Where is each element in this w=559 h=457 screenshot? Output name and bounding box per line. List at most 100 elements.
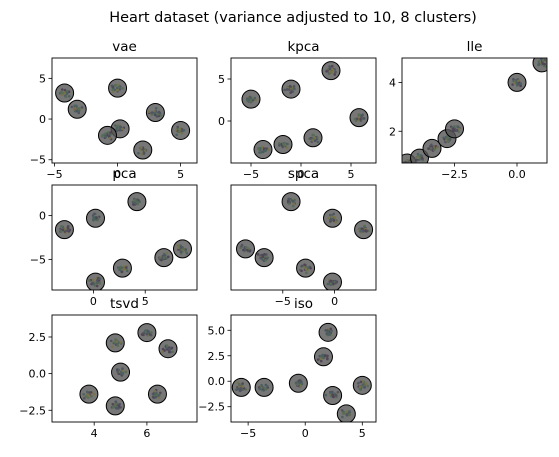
x-tick-label: 0 xyxy=(298,168,305,181)
cluster-centroid xyxy=(349,108,369,128)
axes-frame xyxy=(230,184,377,291)
x-tick-label: 4 xyxy=(91,427,98,440)
x-tick-label: 0 xyxy=(90,295,97,308)
cluster-centroid xyxy=(241,89,261,109)
cluster-centroid xyxy=(507,72,527,92)
cluster-centroid xyxy=(281,192,301,212)
cluster-centroid xyxy=(288,373,308,393)
y-tick-label: 5 xyxy=(218,73,225,86)
cluster-centroid xyxy=(97,125,117,145)
subplot-title: lle xyxy=(467,39,483,55)
cluster-centroid xyxy=(313,347,333,367)
cluster-centroid xyxy=(171,120,191,140)
cluster-centroid xyxy=(105,396,125,416)
y-tick-label: 0 xyxy=(218,115,225,128)
axes-frame xyxy=(230,57,377,164)
cluster-centroid xyxy=(55,83,75,103)
y-tick-label: −5 xyxy=(30,154,46,167)
cluster-centroid xyxy=(79,384,99,404)
y-tick-label: 2.5 xyxy=(29,331,47,344)
subplot-tsvd: 4 6 −2.5 0.0 2.5 tsvd xyxy=(19,296,198,440)
subplot-title: vae xyxy=(112,39,137,55)
x-tick-label: −5 xyxy=(46,168,62,181)
cluster-centroid xyxy=(303,128,323,148)
cluster-centroid xyxy=(254,377,274,397)
y-tick-label: 2.5 xyxy=(208,350,226,363)
cluster-centroid xyxy=(318,322,338,342)
cluster-centroid xyxy=(154,248,174,268)
x-tick-label: −2.5 xyxy=(441,168,468,181)
y-tick-label: 0.0 xyxy=(29,368,47,381)
y-tick-label: −2.5 xyxy=(198,401,225,414)
cluster-centroid xyxy=(323,386,343,406)
cluster-centroid xyxy=(137,323,157,343)
x-tick-label: 5 xyxy=(142,295,149,308)
x-tick-label: 6 xyxy=(143,427,150,440)
cluster-centroid xyxy=(321,61,341,81)
y-tick-label: 5.0 xyxy=(208,324,226,337)
cluster-centroid xyxy=(273,135,293,155)
cluster-centroid xyxy=(253,140,273,160)
subplot-title: iso xyxy=(294,296,313,312)
subplot-vae: −5 0 5 −5 0 5 vae xyxy=(30,39,198,181)
cluster-centroid xyxy=(281,79,301,99)
x-tick-label: 0 xyxy=(331,295,338,308)
x-tick-label: −5 xyxy=(243,168,259,181)
data-point xyxy=(410,164,413,167)
subplot-kpca: −5 0 5 0 5 kpca xyxy=(218,39,377,181)
cluster-centroid xyxy=(158,339,178,359)
subplot-title: spca xyxy=(288,166,319,182)
figure-title: Heart dataset (variance adjusted to 10, … xyxy=(109,10,477,26)
subplot-title: kpca xyxy=(287,39,319,55)
cluster-centroid xyxy=(67,99,87,119)
y-tick-label: −5 xyxy=(30,253,46,266)
cluster-centroid xyxy=(173,239,192,259)
cluster-centroid xyxy=(236,239,255,259)
cluster-centroid xyxy=(86,272,105,290)
cluster-centroid xyxy=(105,333,125,353)
cluster-centroid xyxy=(108,78,128,98)
cluster-centroid xyxy=(112,258,132,278)
axes-frame xyxy=(230,314,377,423)
subplot-pca: 0 5 −5 0 pca xyxy=(30,166,198,308)
cluster-centroid xyxy=(145,103,165,123)
data-point xyxy=(409,165,412,168)
cluster-centroid xyxy=(254,248,274,268)
x-tick-label: −5 xyxy=(240,427,256,440)
axes-frame xyxy=(401,57,548,164)
data-point xyxy=(408,163,411,166)
subplot-title: tsvd xyxy=(110,296,139,312)
y-tick-label: 0.0 xyxy=(208,375,226,388)
subplot-title: pca xyxy=(112,166,136,182)
y-tick-label: −2.5 xyxy=(19,404,46,417)
y-tick-label: 5 xyxy=(39,72,46,85)
axes-frame xyxy=(51,57,198,164)
cluster-centroid xyxy=(133,140,153,160)
subplot-iso: −5 0 5 −2.5 0.0 2.5 5.0 iso xyxy=(198,296,377,440)
y-tick-label: 4 xyxy=(389,76,396,89)
cluster-centroid xyxy=(532,58,547,73)
cluster-centroid xyxy=(86,208,105,228)
y-tick-label: 0 xyxy=(39,210,46,223)
cluster-centroid xyxy=(445,119,464,139)
x-tick-label: 0 xyxy=(302,427,309,440)
x-tick-label: −5 xyxy=(275,295,291,308)
x-tick-label: 5 xyxy=(359,427,366,440)
x-tick-label: 0.0 xyxy=(508,168,526,181)
subplot-lle: −2.5 0.0 2 4 lle xyxy=(389,39,548,181)
cluster-centroid xyxy=(231,377,251,397)
axes-frame xyxy=(51,184,198,291)
cluster-centroid xyxy=(336,404,356,422)
cluster-centroid xyxy=(147,384,167,404)
cluster-centroid xyxy=(352,375,372,395)
cluster-centroid xyxy=(54,220,74,240)
cluster-centroid xyxy=(323,272,342,290)
cluster-centroid xyxy=(111,362,131,382)
x-tick-label: 5 xyxy=(177,168,184,181)
cluster-centroid xyxy=(296,258,316,278)
data-point xyxy=(404,163,407,166)
cluster-centroid xyxy=(422,138,442,158)
